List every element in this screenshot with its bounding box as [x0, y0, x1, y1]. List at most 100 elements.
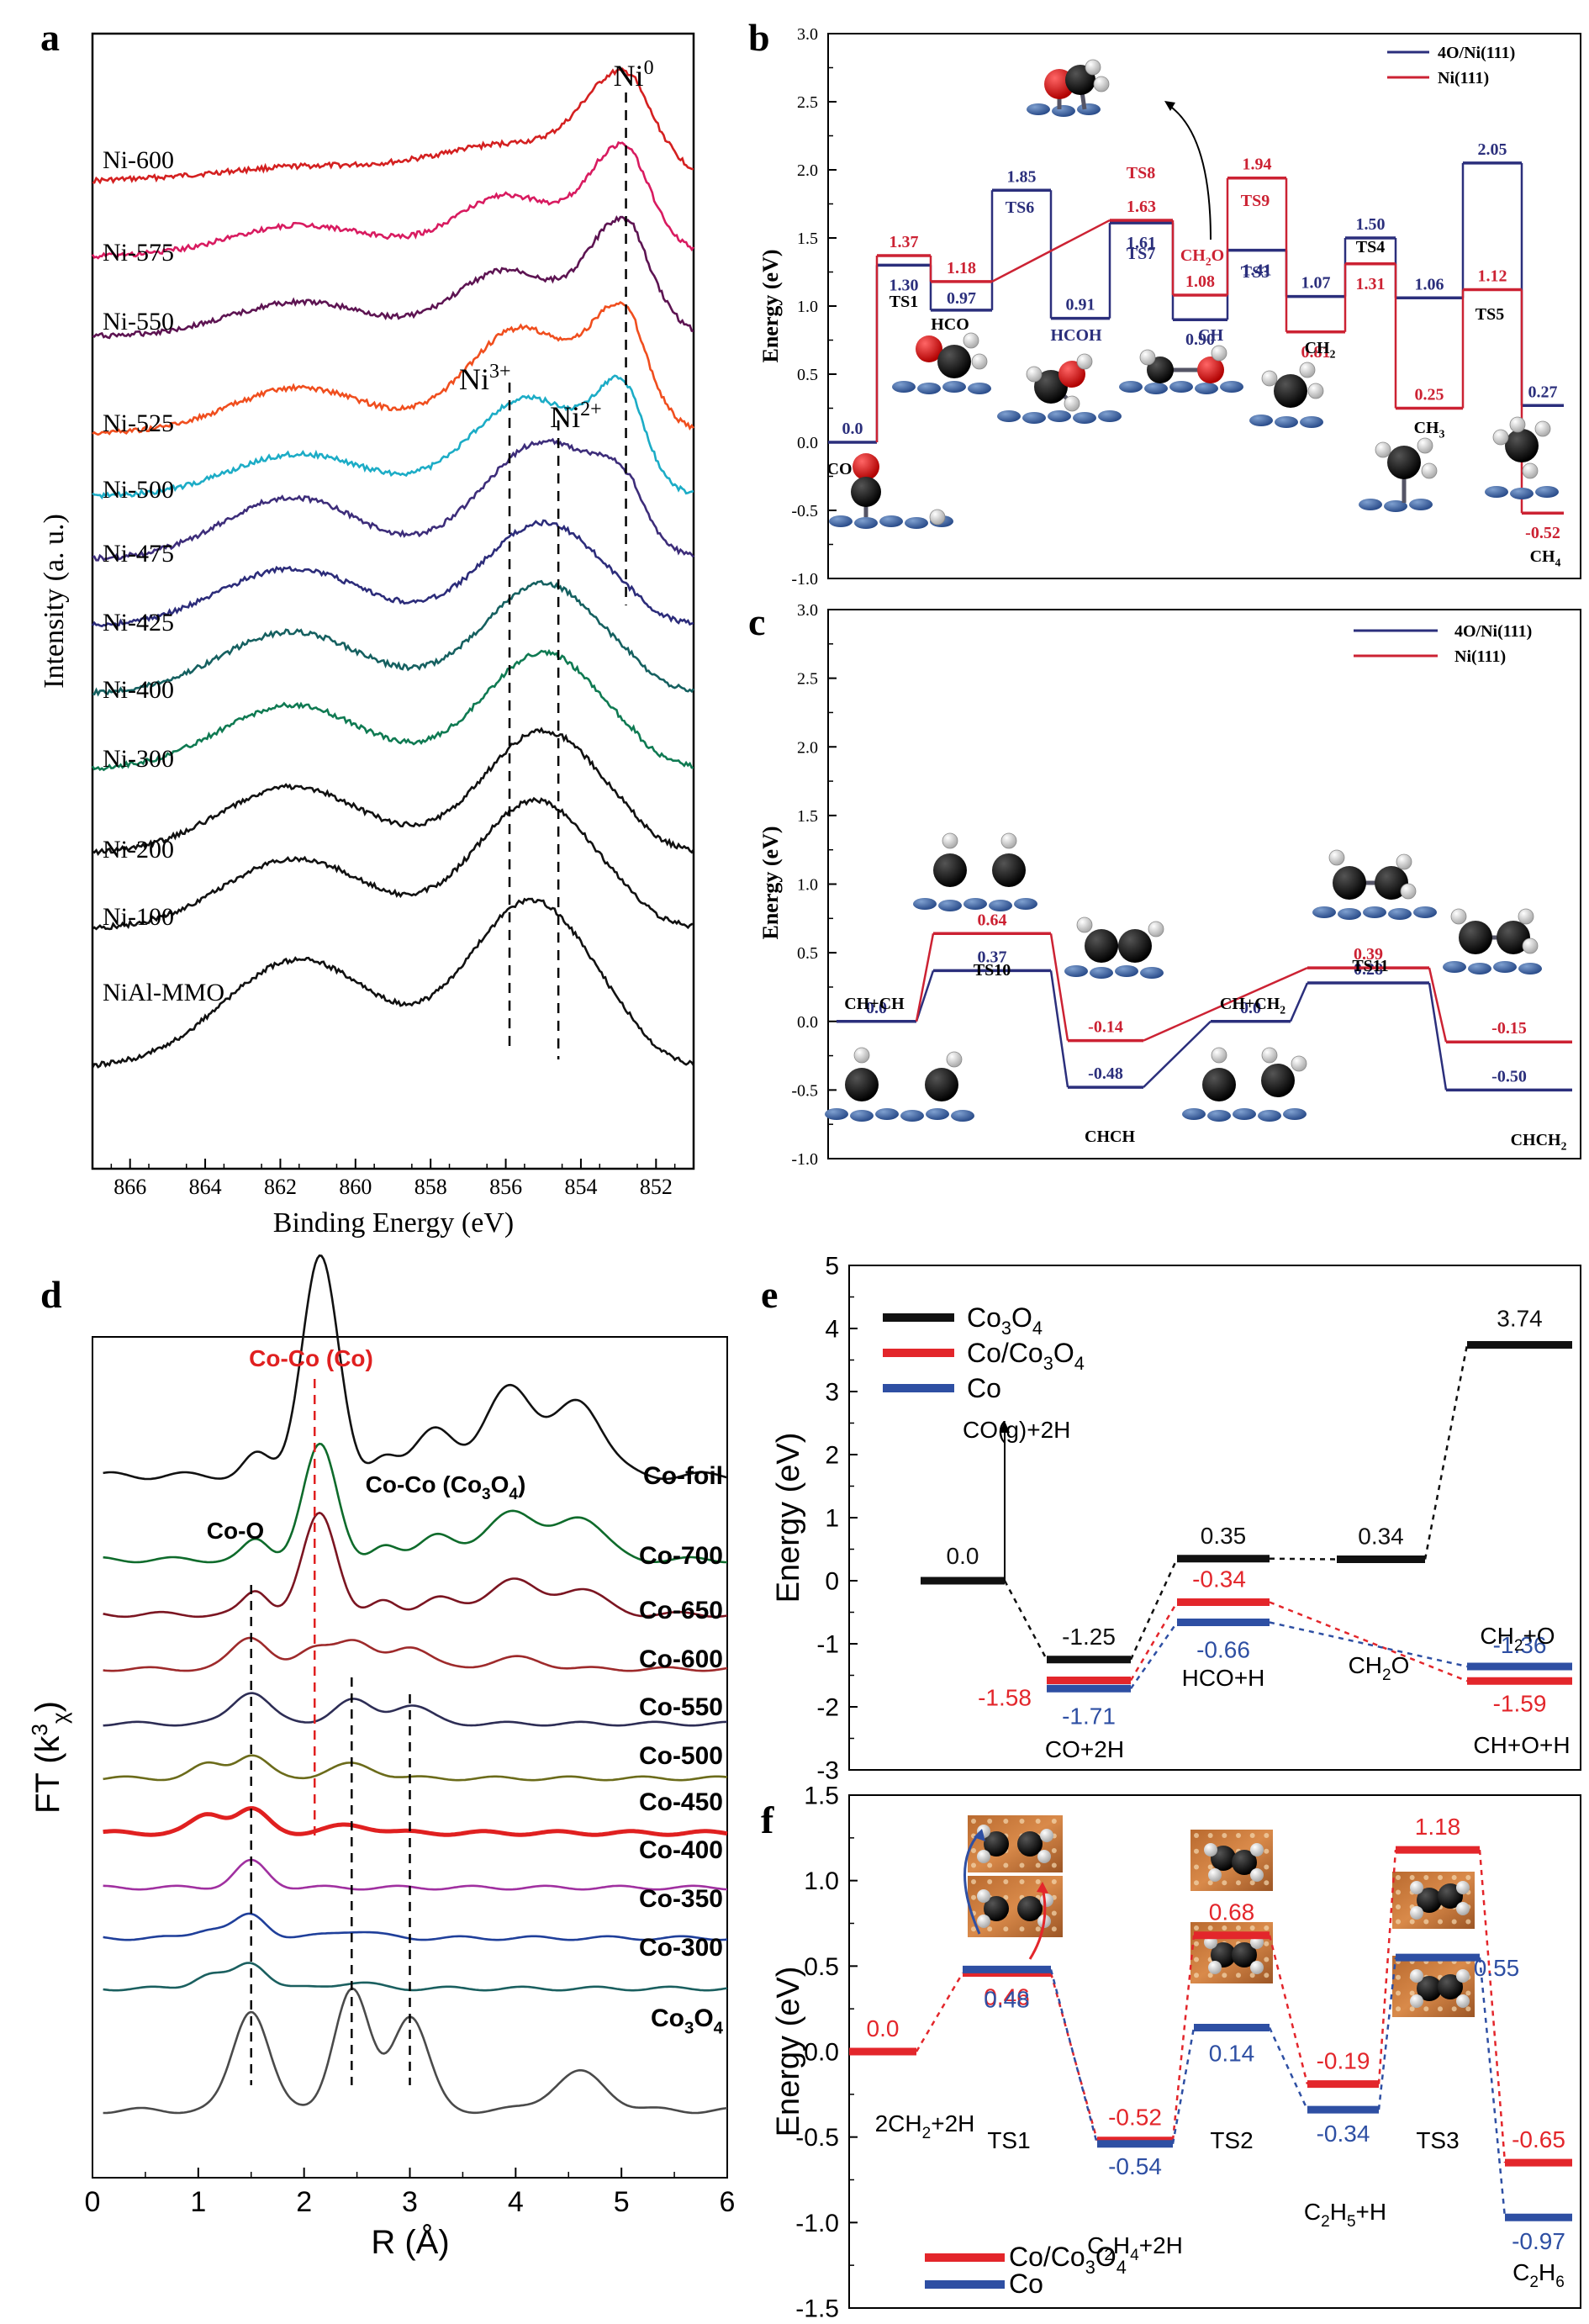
surface-dot — [1051, 1848, 1057, 1853]
y-tick-label: -0.5 — [795, 2124, 839, 2152]
inset-ch-o-icon — [1119, 345, 1243, 394]
inset-ts11-icon — [1312, 849, 1437, 920]
energy-connector-Ni(111) — [875, 177, 1523, 514]
y-tick-label: -3 — [816, 1757, 839, 1785]
surface-atom — [913, 898, 937, 910]
atom — [1261, 1064, 1295, 1097]
surface-dot — [1003, 1926, 1009, 1932]
surface-atom — [1485, 486, 1508, 498]
atom — [1064, 395, 1080, 412]
spectrum-line-ni-600 — [92, 67, 694, 185]
surface-dot — [1051, 1819, 1057, 1824]
surface-dot — [1194, 1864, 1199, 1870]
surface-dot — [987, 1879, 993, 1884]
atom — [1375, 866, 1408, 900]
y-axis-title-a: Intensity (a. u.) — [39, 514, 70, 689]
y-tick-label: -0.5 — [791, 502, 818, 520]
state-label: CH+CH2​ — [1220, 995, 1285, 1017]
annotation-co-o: Co-O — [207, 1518, 264, 1544]
series-label-d: Co-500 — [639, 1742, 723, 1770]
surface-dot — [1396, 1875, 1401, 1880]
surface-dot — [1409, 1990, 1415, 1996]
spectrum-line-ni-200 — [92, 726, 695, 856]
surface-atom — [1518, 963, 1542, 974]
energy-value-label: 0.0 — [866, 999, 887, 1017]
surface-dot — [1409, 1875, 1415, 1880]
atom — [1208, 1868, 1222, 1882]
surface-atom — [1098, 410, 1122, 422]
surface-atom — [1359, 499, 1382, 510]
surface-dot — [1222, 1833, 1227, 1838]
surface-dot — [1019, 1862, 1025, 1868]
atom — [1208, 1961, 1222, 1974]
y-tick-label: -1.0 — [791, 1150, 818, 1169]
energy-value-label: 0.97 — [947, 289, 976, 308]
surface-atom — [1220, 381, 1243, 393]
y-tick-label: 3 — [825, 1379, 839, 1407]
series-label-d: Co-300 — [639, 1934, 723, 1962]
atom — [1410, 1906, 1423, 1920]
surface-dot — [1019, 1926, 1025, 1932]
state-label: TS2 — [1210, 2127, 1253, 2153]
annotations-a: Ni0 Ni3+ Ni2+ — [459, 57, 654, 1059]
spectrum-line-ni-100 — [92, 796, 694, 931]
energy-value-label: -0.97 — [1512, 2228, 1565, 2254]
energy-value-label: 1.61 — [1127, 234, 1156, 252]
surface-dot — [1423, 2006, 1429, 2012]
ft-line-co-300 — [103, 1962, 728, 1992]
y-tick-label: -1 — [816, 1631, 839, 1659]
y-tick-label: 1.0 — [797, 298, 818, 316]
inset-ch2-icon — [1249, 362, 1324, 428]
energy-value-label: 0.0 — [947, 1543, 979, 1569]
atom — [1450, 908, 1467, 925]
series-label-ni-600: Ni-600 — [103, 146, 174, 174]
ft-line-co-650 — [103, 1511, 728, 1619]
spectrum-line-ni-400 — [92, 579, 695, 697]
spectra-a — [91, 67, 695, 1069]
atom — [1232, 1850, 1257, 1875]
surface-dot — [1249, 1973, 1255, 1978]
x-tick-label-a: 856 — [489, 1175, 522, 1199]
surface-dot — [1051, 1879, 1057, 1884]
energy-value-label: 0.64 — [978, 911, 1007, 929]
energy-value-label: 0.81 — [1301, 343, 1331, 362]
surface-dot — [1264, 1973, 1270, 1978]
surface-atom — [1207, 1110, 1231, 1122]
oxidation-state-label: Ni0 — [614, 57, 654, 92]
surface-dot — [1051, 1910, 1057, 1916]
y-tick-label: -1.0 — [791, 570, 818, 589]
energy-value-label: -1.59 — [1493, 1690, 1547, 1716]
atom — [1197, 357, 1224, 383]
energy-value-label: 1.37 — [890, 233, 919, 251]
inset-hcoh-icon — [997, 353, 1122, 424]
atom — [1417, 437, 1433, 454]
y-tick-label: -1.0 — [795, 2210, 839, 2237]
surface-atom — [1052, 105, 1075, 117]
y-tick-label: 1.5 — [797, 230, 818, 248]
energy-value-label: 0.14 — [1209, 2041, 1255, 2067]
surface-dot — [971, 1848, 976, 1853]
energy-value-label: -1.25 — [1062, 1624, 1116, 1650]
y-tick-label: 1.5 — [804, 1783, 839, 1810]
panel-f: f -1.5 -1.0 -0.5 0.0 0.5 1.0 1.5 Energy (eV) 0… — [761, 1783, 1581, 2323]
atom — [1085, 929, 1118, 963]
molecule-insets-c — [825, 832, 1542, 1122]
inset-ts1-bottom-icon — [966, 1874, 1064, 1939]
y-tick-label: -0.5 — [791, 1081, 818, 1100]
y-axis-title-e: Energy (eV) — [771, 1433, 806, 1603]
atom — [1456, 1881, 1470, 1894]
energy-value-label: 1.18 — [1415, 1814, 1461, 1840]
surface-dot — [1409, 2006, 1415, 2012]
state-label: CO(g)+2H — [963, 1417, 1070, 1443]
y-tick-label: 1 — [825, 1505, 839, 1533]
surface-dot — [1003, 1894, 1009, 1900]
state-label: HCOH — [1050, 326, 1102, 345]
surface-dot — [1019, 1879, 1025, 1884]
atom — [1534, 420, 1551, 437]
surface-dot — [1396, 1990, 1401, 1996]
oxidation-state-label: Ni2+ — [550, 399, 602, 434]
y-axis-c: 3.0 2.5 2.0 1.5 1.0 0.5 0.0 -0.5 -1.0 — [791, 601, 837, 1169]
energy-value-label: 1.30 — [890, 276, 919, 294]
state-label: CH2​+O — [1480, 1623, 1555, 1655]
state-label: TS5 — [1476, 305, 1504, 324]
